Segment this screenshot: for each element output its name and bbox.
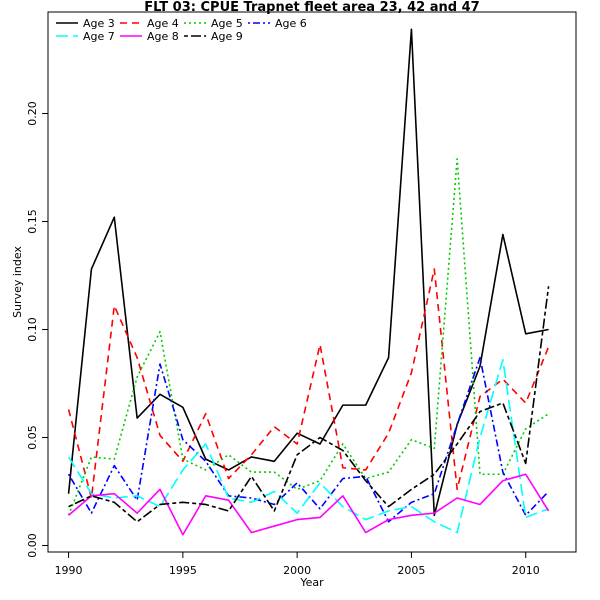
- legend-item: Age 8: [120, 30, 179, 43]
- series-line-age-6: [67, 356, 550, 523]
- legend-label: Age 3: [83, 17, 115, 30]
- legend-item: Age 6: [248, 17, 307, 30]
- legend-label: Age 5: [211, 17, 243, 30]
- legend-item: Age 4: [120, 17, 179, 30]
- legend-item: Age 7: [56, 30, 115, 43]
- legend-item: Age 5: [184, 17, 243, 30]
- chart-title: FLT 03: CPUE Trapnet fleet area 23, 42 a…: [144, 0, 479, 15]
- y-axis-label: Survey index: [11, 246, 24, 318]
- y-tick-label: 0.15: [26, 209, 39, 234]
- x-tick-label: 2000: [283, 564, 311, 577]
- y-tick-label: 0.20: [26, 101, 39, 126]
- series-line-age-5: [67, 158, 550, 516]
- y-tick-label: 0.10: [26, 317, 39, 342]
- x-tick-label: 1990: [55, 564, 83, 577]
- y-tick-label: 0.05: [26, 425, 39, 450]
- series-line-age-4: [67, 268, 550, 499]
- series-layer: [67, 28, 550, 536]
- series-line-age-3: [67, 28, 549, 517]
- x-tick-label: 2010: [512, 564, 540, 577]
- x-axis-label: Year: [299, 576, 324, 589]
- legend: Age 3 Age 4 Age 5 Age 6 Age 7 Age 8 Age 9: [56, 17, 307, 43]
- x-axis: 1990 1995 2000 2005 2010: [55, 551, 540, 577]
- x-tick-label: 2005: [397, 564, 425, 577]
- x-tick-label: 1995: [169, 564, 197, 577]
- y-tick-label: 0.00: [26, 533, 39, 558]
- legend-label: Age 4: [147, 17, 179, 30]
- series-line-age-8: [68, 473, 550, 536]
- legend-label: Age 8: [147, 30, 179, 43]
- series-line-age-9: [68, 286, 550, 523]
- legend-item: Age 9: [184, 30, 243, 43]
- y-axis: 0.00 0.05 0.10 0.15 0.20: [26, 101, 49, 558]
- legend-item: Age 3: [56, 17, 115, 30]
- legend-label: Age 6: [275, 17, 307, 30]
- legend-label: Age 9: [211, 30, 243, 43]
- legend-label: Age 7: [83, 30, 115, 43]
